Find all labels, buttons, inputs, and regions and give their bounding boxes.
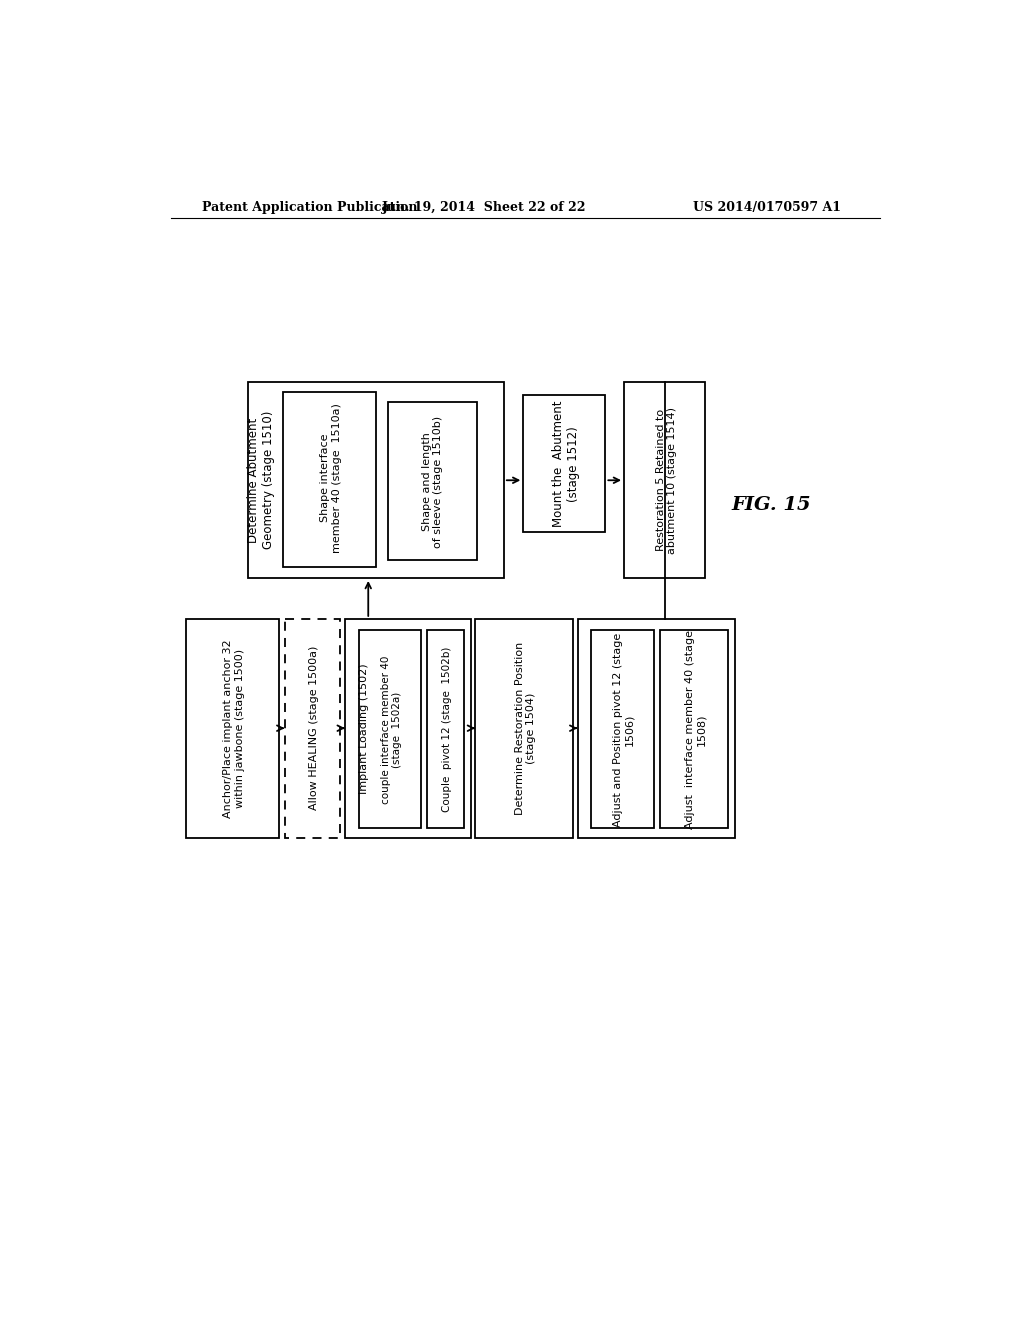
Text: Shape and length
of sleeve (stage 1510b): Shape and length of sleeve (stage 1510b)	[422, 416, 443, 548]
Bar	[578, 619, 735, 838]
Bar	[523, 395, 605, 532]
Text: FIG. 15: FIG. 15	[731, 496, 811, 513]
Text: Adjust  interface member 40 (stage
1508): Adjust interface member 40 (stage 1508)	[684, 630, 707, 829]
Text: Implant Loading (1502): Implant Loading (1502)	[359, 663, 370, 793]
Bar	[427, 631, 464, 828]
Bar	[186, 619, 280, 838]
Text: Shape interface
member 40 (stage  1510a): Shape interface member 40 (stage 1510a)	[321, 403, 342, 553]
Bar	[660, 631, 728, 828]
Bar	[359, 631, 421, 828]
Bar	[285, 619, 340, 838]
Bar	[345, 619, 471, 838]
Bar	[388, 401, 477, 560]
Bar	[591, 631, 654, 828]
Bar	[475, 619, 572, 838]
Text: Allow HEALING (stage 1500a): Allow HEALING (stage 1500a)	[309, 645, 319, 810]
Text: Mount the  Abutment
(stage 1512): Mount the Abutment (stage 1512)	[552, 401, 580, 528]
Bar	[624, 381, 706, 578]
Text: Patent Application Publication: Patent Application Publication	[202, 201, 417, 214]
Text: Couple  pivot 12 (stage  1502b): Couple pivot 12 (stage 1502b)	[442, 647, 453, 812]
Text: Anchor/Place implant anchor 32
within jawbone (stage 1500): Anchor/Place implant anchor 32 within ja…	[223, 639, 245, 817]
Text: Restoration 5 Retained to
abutment 10 (stage 1514): Restoration 5 Retained to abutment 10 (s…	[655, 407, 678, 554]
Text: couple interface member 40
(stage  1502a): couple interface member 40 (stage 1502a)	[381, 656, 402, 804]
Text: Determine Abutment
Geometry (stage 1510): Determine Abutment Geometry (stage 1510)	[248, 411, 275, 549]
Text: Jun. 19, 2014  Sheet 22 of 22: Jun. 19, 2014 Sheet 22 of 22	[382, 201, 587, 214]
Text: US 2014/0170597 A1: US 2014/0170597 A1	[693, 201, 841, 214]
Text: Adjust and Position pivot 12 (stage
1506): Adjust and Position pivot 12 (stage 1506…	[613, 632, 635, 826]
Bar	[248, 381, 504, 578]
Text: Determine Restoration Position
(stage 1504): Determine Restoration Position (stage 15…	[515, 642, 537, 814]
Bar	[283, 392, 376, 568]
